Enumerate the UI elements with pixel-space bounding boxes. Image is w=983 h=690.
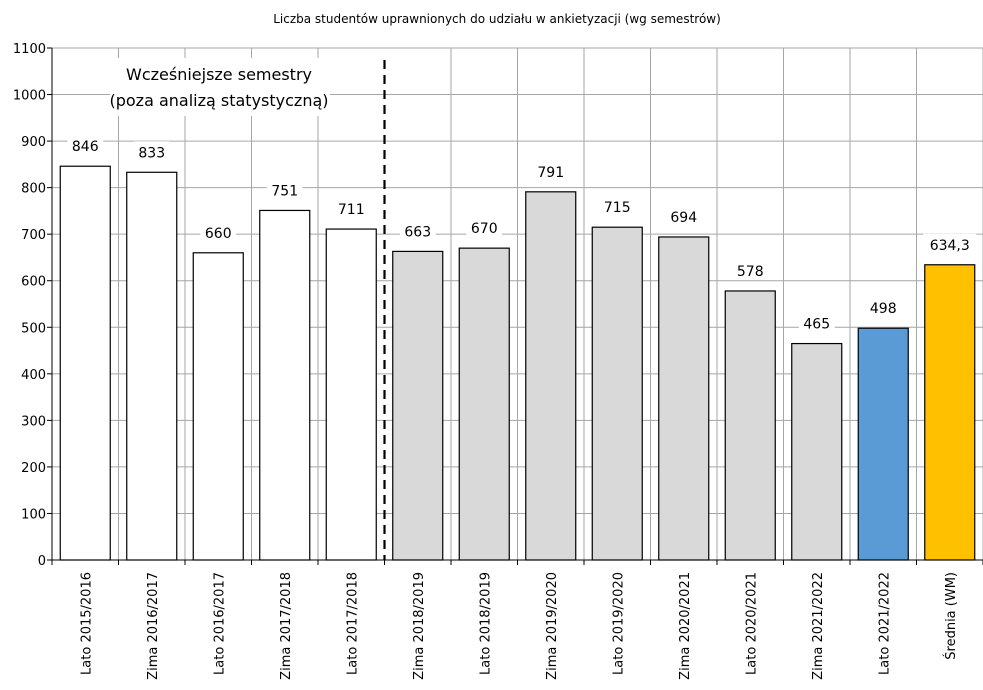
value-label-background: [200, 221, 237, 242]
y-tick-label: 100: [21, 507, 46, 522]
bar: [392, 250, 444, 561]
bar: [458, 247, 510, 561]
bar: [591, 226, 643, 561]
bar: [924, 264, 976, 561]
bar: [325, 228, 377, 561]
category-label: Lato 2020/2021: [744, 572, 759, 675]
value-label-background: [399, 220, 436, 241]
bar: [724, 290, 776, 561]
category-label: Zima 2021/2022: [811, 572, 826, 680]
bar: [525, 191, 577, 561]
value-label: 846: [72, 139, 99, 155]
chart-title: Liczba studentów uprawnionych do udziału…: [273, 12, 721, 26]
labels: 0 100 200 300 400 500 600 700 800 900 1000 1100 846 L…: [13, 42, 977, 680]
value-label-background: [466, 217, 503, 238]
category-label: Średnia (WM): [943, 572, 959, 660]
y-tick-label: 900: [21, 135, 46, 150]
value-label-background: [665, 205, 702, 226]
value-label-background: [732, 259, 769, 280]
bar: [658, 236, 710, 561]
value-label: 715: [604, 200, 631, 216]
grid: [52, 47, 983, 560]
bar: [791, 342, 843, 561]
bar: [192, 252, 244, 561]
y-tick-label: 300: [21, 414, 46, 429]
annotation-background: [110, 58, 330, 116]
value-label: 711: [338, 202, 365, 218]
value-label: 751: [271, 183, 298, 199]
value-label: 634,3: [930, 238, 970, 254]
y-tick-label: 700: [21, 228, 46, 243]
category-label: Lato 2015/2016: [79, 572, 94, 675]
category-label: Lato 2017/2018: [345, 572, 360, 675]
value-label-background: [798, 312, 835, 333]
y-tick-label: 1100: [13, 42, 46, 57]
value-label-background: [67, 135, 104, 156]
value-label: 465: [803, 317, 830, 333]
value-label: 791: [537, 165, 564, 181]
category-label: Zima 2016/2017: [146, 572, 161, 680]
y-tick-label: 400: [21, 368, 46, 383]
value-label-background: [333, 198, 370, 219]
bar: [259, 209, 311, 561]
value-label: 670: [471, 221, 498, 237]
value-label-background: [532, 160, 569, 181]
value-label-background: [599, 196, 636, 217]
annotation-group: Wcześniejsze semestry (poza analizą stat…: [109, 65, 328, 110]
value-label: 833: [138, 145, 165, 161]
value-label-background: [266, 179, 303, 200]
axes: [47, 47, 983, 565]
category-label: Zima 2018/2019: [412, 572, 427, 680]
category-label: Lato 2019/2020: [611, 572, 626, 675]
value-label: 578: [737, 264, 764, 280]
bar: [126, 171, 178, 561]
y-tick-label: 1000: [13, 89, 46, 104]
y-tick-label: 200: [21, 461, 46, 476]
bars: [59, 165, 976, 561]
category-label: Lato 2018/2019: [478, 572, 493, 675]
y-tick-label: 0: [38, 554, 46, 569]
bar: [857, 327, 909, 561]
category-label: Zima 2020/2021: [678, 572, 693, 680]
y-tick-label: 500: [21, 321, 46, 336]
annotation-line-1: Wcześniejsze semestry: [126, 65, 312, 84]
value-label-background: [133, 141, 170, 162]
y-tick-label: 800: [21, 182, 46, 197]
value-label-background: [923, 233, 977, 254]
category-label: Zima 2017/2018: [279, 572, 294, 680]
y-tick-label: 600: [21, 275, 46, 290]
value-label: 694: [670, 210, 697, 226]
value-label: 663: [404, 224, 431, 240]
category-label: Lato 2021/2022: [877, 572, 892, 675]
bar: [59, 165, 111, 561]
category-label: Zima 2019/2020: [545, 572, 560, 680]
value-label-background: [865, 297, 902, 318]
category-label: Lato 2016/2017: [212, 572, 227, 675]
value-label: 498: [870, 301, 897, 317]
value-label: 660: [205, 226, 232, 242]
annotation-line-2: (poza analizą statystyczną): [109, 91, 328, 110]
